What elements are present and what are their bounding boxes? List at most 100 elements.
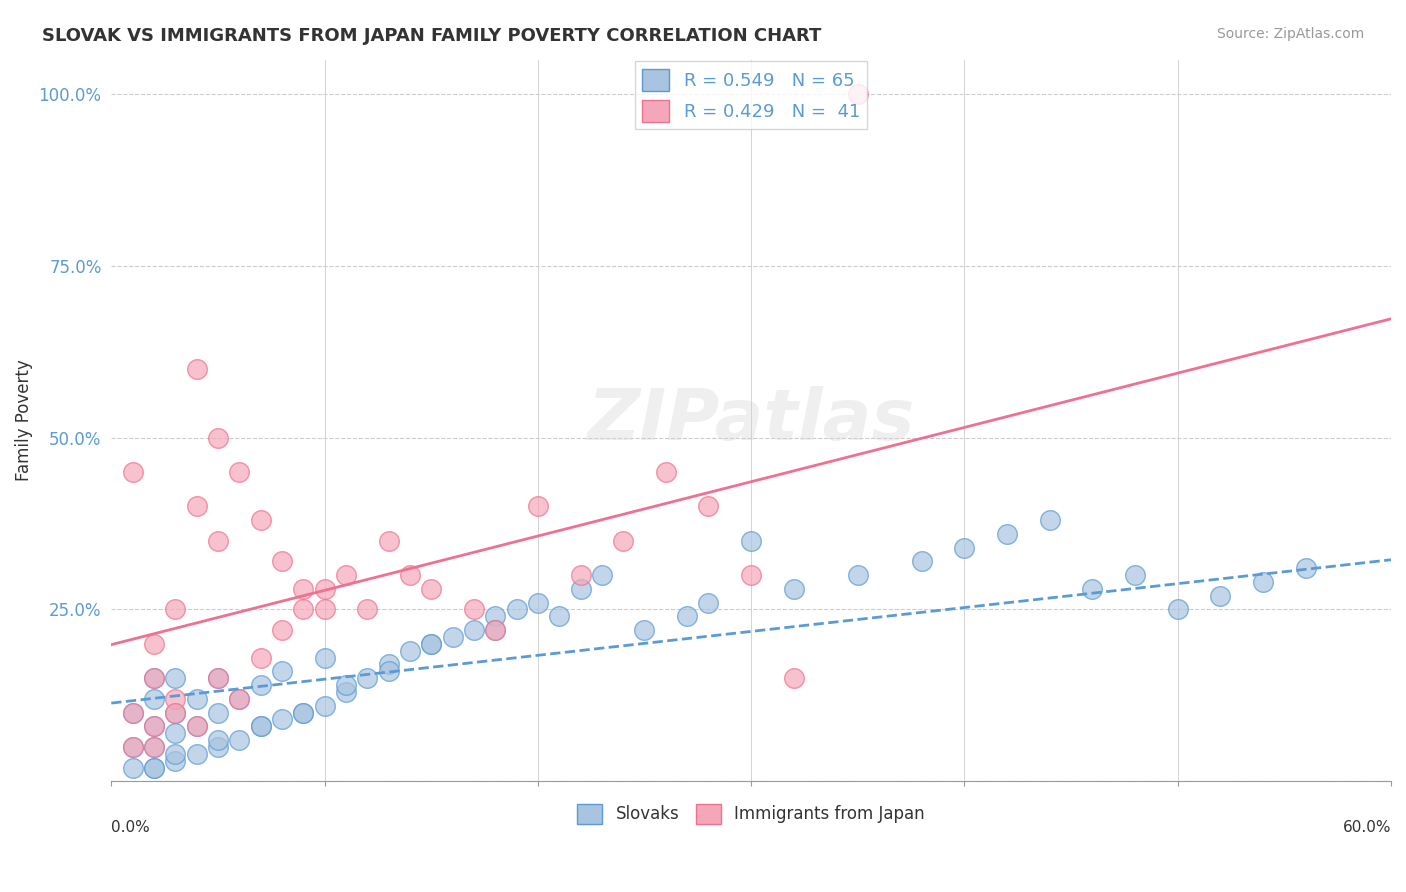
Point — [591, 568, 613, 582]
Point — [228, 691, 250, 706]
Point — [165, 691, 187, 706]
Point — [292, 582, 315, 596]
Point — [165, 671, 187, 685]
Point — [249, 678, 271, 692]
Point — [142, 637, 165, 651]
Point — [228, 733, 250, 747]
Point — [121, 706, 143, 720]
Point — [207, 671, 229, 685]
Point — [463, 602, 485, 616]
Point — [207, 733, 229, 747]
Point — [165, 754, 187, 768]
Point — [142, 739, 165, 754]
Point — [548, 609, 571, 624]
Point — [142, 761, 165, 775]
Point — [207, 431, 229, 445]
Point — [186, 500, 208, 514]
Point — [527, 500, 550, 514]
Point — [121, 706, 143, 720]
Point — [249, 719, 271, 733]
Point — [1123, 568, 1146, 582]
Point — [121, 465, 143, 479]
Point — [121, 761, 143, 775]
Text: Source: ZipAtlas.com: Source: ZipAtlas.com — [1216, 27, 1364, 41]
Point — [165, 747, 187, 761]
Point — [335, 685, 357, 699]
Point — [484, 623, 506, 637]
Point — [165, 706, 187, 720]
Point — [207, 739, 229, 754]
Point — [314, 650, 336, 665]
Text: ZIPatlas: ZIPatlas — [588, 386, 915, 455]
Point — [1295, 561, 1317, 575]
Point — [292, 706, 315, 720]
Point — [142, 719, 165, 733]
Point — [314, 698, 336, 713]
Point — [420, 637, 443, 651]
Point — [142, 671, 165, 685]
Point — [165, 602, 187, 616]
Point — [207, 671, 229, 685]
Point — [142, 719, 165, 733]
Point — [463, 623, 485, 637]
Point — [740, 568, 762, 582]
Point — [142, 739, 165, 754]
Point — [271, 554, 294, 568]
Point — [335, 568, 357, 582]
Point — [121, 739, 143, 754]
Point — [911, 554, 934, 568]
Point — [271, 623, 294, 637]
Point — [377, 665, 399, 679]
Point — [697, 500, 720, 514]
Y-axis label: Family Poverty: Family Poverty — [15, 359, 32, 482]
Point — [569, 568, 592, 582]
Point — [846, 87, 869, 101]
Text: 60.0%: 60.0% — [1343, 820, 1391, 835]
Point — [142, 691, 165, 706]
Point — [953, 541, 976, 555]
Point — [121, 739, 143, 754]
Point — [186, 719, 208, 733]
Point — [697, 596, 720, 610]
Point — [207, 533, 229, 548]
Point — [207, 706, 229, 720]
Point — [527, 596, 550, 610]
Point — [165, 706, 187, 720]
Point — [292, 706, 315, 720]
Point — [569, 582, 592, 596]
Point — [356, 671, 378, 685]
Point — [186, 747, 208, 761]
Point — [292, 602, 315, 616]
Point — [1039, 513, 1062, 527]
Point — [165, 726, 187, 740]
Text: SLOVAK VS IMMIGRANTS FROM JAPAN FAMILY POVERTY CORRELATION CHART: SLOVAK VS IMMIGRANTS FROM JAPAN FAMILY P… — [42, 27, 821, 45]
Point — [420, 637, 443, 651]
Point — [612, 533, 634, 548]
Point — [142, 761, 165, 775]
Point — [484, 609, 506, 624]
Point — [271, 713, 294, 727]
Point — [1209, 589, 1232, 603]
Point — [399, 644, 422, 658]
Point — [846, 568, 869, 582]
Point — [271, 665, 294, 679]
Point — [399, 568, 422, 582]
Point — [505, 602, 527, 616]
Point — [249, 650, 271, 665]
Point — [377, 657, 399, 672]
Point — [740, 533, 762, 548]
Point — [484, 623, 506, 637]
Point — [420, 582, 443, 596]
Point — [249, 719, 271, 733]
Point — [186, 362, 208, 376]
Point — [1081, 582, 1104, 596]
Point — [783, 671, 806, 685]
Point — [655, 465, 678, 479]
Point — [633, 623, 655, 637]
Point — [356, 602, 378, 616]
Point — [186, 691, 208, 706]
Point — [1167, 602, 1189, 616]
Point — [249, 513, 271, 527]
Point — [142, 671, 165, 685]
Point — [335, 678, 357, 692]
